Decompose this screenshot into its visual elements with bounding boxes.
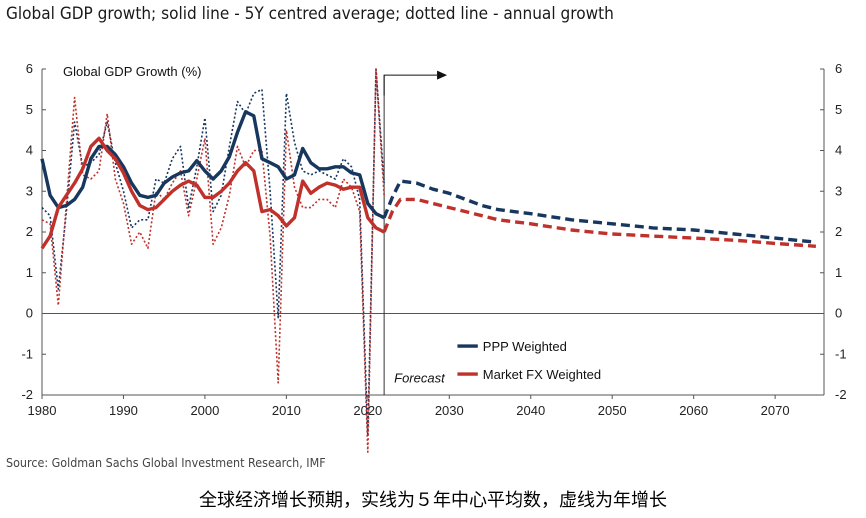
x-tick-label: 2040	[516, 403, 545, 418]
chart-legend: PPP Weighted Market FX Weighted	[457, 339, 601, 382]
chart-header-title: Global GDP growth; solid line - 5Y centr…	[6, 4, 614, 23]
series-line-market-fx-annual	[41, 68, 385, 453]
x-tick-label: 2000	[190, 403, 219, 418]
source-note: Source: Goldman Sachs Global Investment …	[6, 456, 326, 470]
x-tick-label: 2070	[761, 403, 790, 418]
y-tick-label-left: 5	[26, 102, 33, 117]
y-tick-label-right: 3	[835, 183, 842, 198]
x-tick-label: 1980	[28, 403, 57, 418]
chart-inner-title: Global GDP Growth (%)	[63, 64, 201, 79]
forecast-marker: Forecast	[383, 70, 448, 395]
x-tick-label: 2060	[679, 403, 708, 418]
y-tick-label-left: -2	[21, 387, 33, 402]
axis-ticks: -2 -2 -1 -1 0 0 1 1 2 2 3 3 4 4 5 5 6 6 1980 1990 2000 2010 20…	[21, 61, 846, 418]
series-line-ppp-5y-average	[40, 110, 385, 220]
y-tick-label-left: 0	[26, 306, 33, 321]
y-tick-label-right: -2	[835, 387, 847, 402]
series-line-market-fx-5y-average	[40, 136, 385, 250]
series-line-ppp-annual	[41, 68, 385, 437]
y-tick-label-right: 6	[835, 61, 842, 76]
forecast-arrowhead-icon	[437, 70, 448, 80]
x-tick-label: 2030	[435, 403, 464, 418]
y-tick-label-left: 2	[26, 224, 33, 239]
series-lines	[40, 68, 817, 453]
y-tick-label-right: 1	[835, 265, 842, 280]
y-tick-label-right: 5	[835, 102, 842, 117]
y-tick-label-left: 4	[26, 143, 33, 158]
legend-label-ppp: PPP Weighted	[483, 339, 567, 354]
y-tick-label-left: 6	[26, 61, 33, 76]
y-tick-label-left: 3	[26, 183, 33, 198]
y-tick-label-left: 1	[26, 265, 33, 280]
series-line-ppp-forecast	[382, 179, 817, 244]
y-tick-label-right: 4	[835, 143, 842, 158]
x-tick-label: 2050	[598, 403, 627, 418]
y-tick-label-right: 2	[835, 224, 842, 239]
x-tick-label: 1990	[109, 403, 138, 418]
forecast-label: Forecast	[394, 371, 446, 386]
y-tick-label-left: -1	[21, 346, 33, 361]
series-line-market-fx-forecast	[382, 197, 817, 248]
x-tick-label: 2020	[353, 403, 382, 418]
y-tick-label-right: 0	[835, 306, 842, 321]
y-tick-label-right: -1	[835, 346, 847, 361]
chinese-caption: 全球经济增长预期，实线为５年中心平均数，虚线为年增长	[199, 490, 667, 511]
forecast-arrow-icon	[383, 74, 438, 96]
legend-label-market-fx: Market FX Weighted	[483, 367, 601, 382]
x-tick-label: 2010	[272, 403, 301, 418]
